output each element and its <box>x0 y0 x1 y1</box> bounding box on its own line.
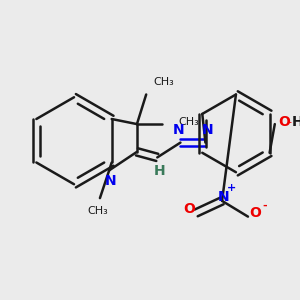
Text: N: N <box>201 123 213 136</box>
Text: O: O <box>278 115 290 129</box>
Text: N: N <box>218 190 230 204</box>
Text: O: O <box>249 206 261 220</box>
Text: -: - <box>288 117 292 127</box>
Text: +: + <box>227 183 236 193</box>
Text: CH₃: CH₃ <box>178 117 199 127</box>
Text: CH₃: CH₃ <box>154 77 174 87</box>
Text: H: H <box>292 115 300 129</box>
Text: CH₃: CH₃ <box>88 206 109 216</box>
Text: O: O <box>183 202 195 216</box>
Text: -: - <box>262 200 267 211</box>
Text: N: N <box>105 175 117 188</box>
Text: N: N <box>173 123 184 136</box>
Text: H: H <box>153 164 165 178</box>
